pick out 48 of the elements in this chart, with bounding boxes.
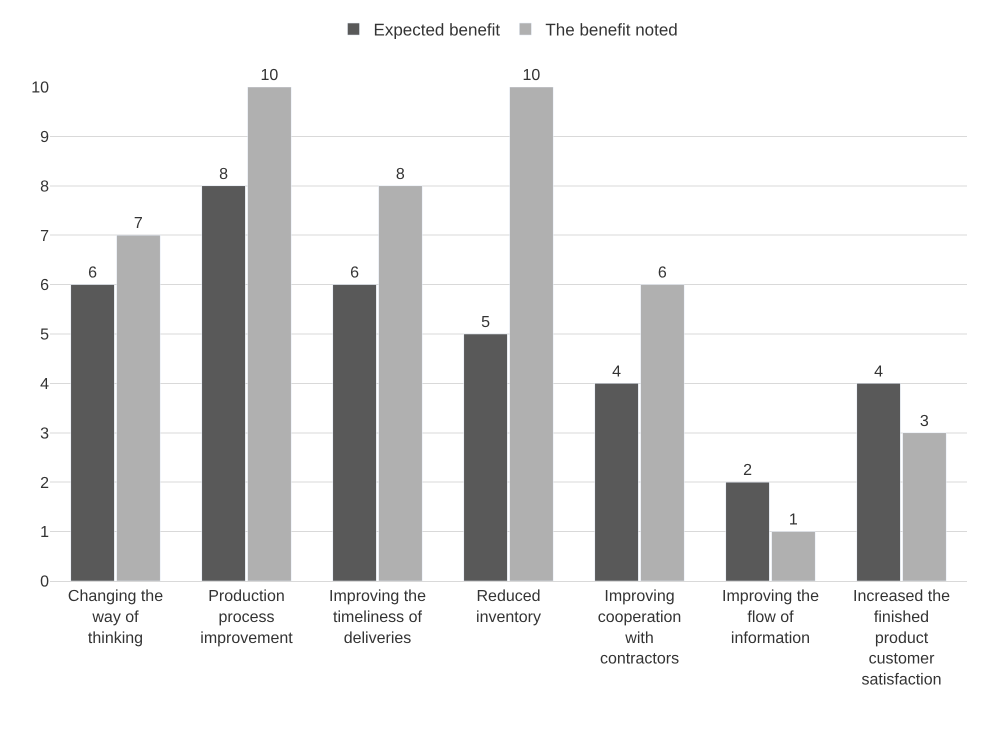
data-label: 6	[350, 264, 360, 282]
y-tick-label: 10	[31, 80, 50, 97]
bar	[378, 186, 422, 581]
y-tick-label: 3	[40, 425, 50, 442]
bar	[902, 432, 946, 581]
x-tick-label: Improving cooperation with contractors	[598, 588, 682, 668]
bar	[116, 234, 160, 581]
data-label: 7	[134, 215, 143, 232]
bar	[640, 284, 684, 581]
x-tick-label: Changing the way of thinking	[68, 588, 164, 647]
data-label: 5	[481, 314, 490, 331]
data-label: 8	[396, 166, 405, 183]
y-tick-label: 1	[40, 524, 50, 542]
bar	[70, 284, 115, 581]
data-label: 4	[612, 363, 622, 380]
bar	[332, 284, 377, 581]
data-label: 3	[920, 412, 929, 430]
bar	[771, 531, 816, 581]
legend-label: Expected benefit	[374, 20, 500, 40]
bar	[202, 186, 246, 581]
x-tick-label: Improving the timeliness of deliveries	[329, 588, 426, 647]
data-label: 6	[88, 264, 98, 282]
y-tick-label: 7	[40, 228, 50, 245]
data-label: 10	[522, 67, 540, 84]
x-tick-label: Production process improvement	[200, 588, 294, 647]
y-tick-label: 8	[40, 178, 50, 196]
data-label: 1	[788, 512, 798, 529]
x-tick-label: Reduced inventory	[476, 588, 541, 626]
y-tick-label: 0	[40, 574, 50, 591]
bar	[594, 383, 639, 581]
bar	[509, 87, 554, 581]
data-label: 8	[219, 166, 228, 183]
legend-label: The benefit noted	[545, 20, 678, 40]
bar	[247, 87, 292, 581]
x-tick-label: Increased the finished product customer satisfaction	[853, 588, 950, 688]
bar	[856, 383, 901, 581]
data-label: 4	[874, 363, 884, 380]
bar	[726, 482, 770, 581]
data-label: 6	[658, 264, 667, 282]
data-label: 2	[743, 462, 752, 480]
data-label: 10	[260, 67, 278, 84]
y-tick-label: 5	[40, 326, 50, 344]
y-tick-label: 9	[40, 129, 50, 146]
y-tick-label: 2	[40, 474, 50, 492]
x-tick-label: Improving the flow of information	[722, 588, 820, 647]
y-tick-label: 4	[40, 376, 50, 393]
bar	[464, 334, 508, 581]
y-tick-label: 6	[40, 277, 50, 294]
